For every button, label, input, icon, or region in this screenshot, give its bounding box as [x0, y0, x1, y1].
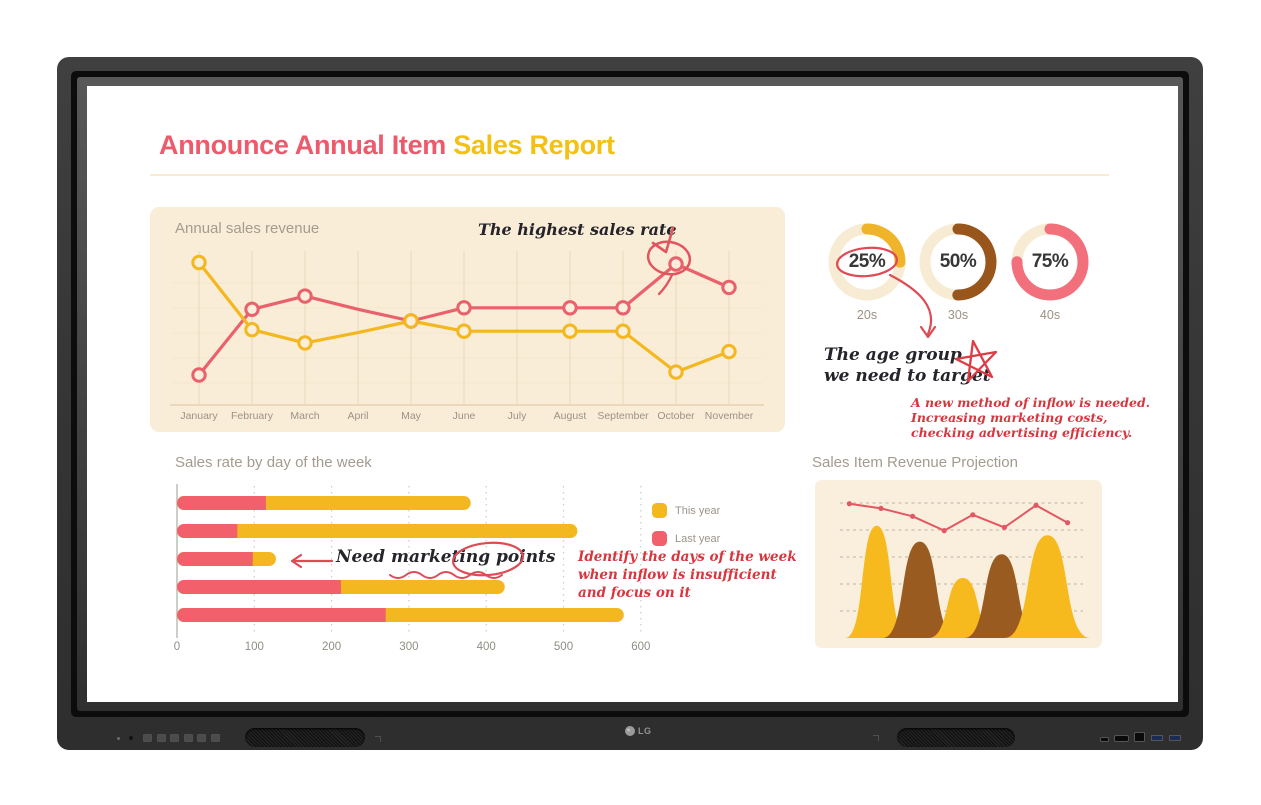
line-chart: January February March April May June July Augu… [170, 251, 764, 422]
area-chart-panel [815, 480, 1102, 648]
identify-note-line2: when inflow is insufficient [578, 567, 777, 583]
bar-chart-legend: This year Last year [652, 503, 720, 559]
highest-sales-annotation: The highest sales rate [478, 220, 677, 239]
donut-chart-30s: 50% 30s [916, 220, 1000, 330]
inflow-note-line2: Increasing marketing costs, [911, 410, 1108, 425]
area-chart-title: Sales Item Revenue Projection [812, 454, 1018, 471]
screen: Announce Annual Item Sales Report Annual… [87, 86, 1178, 702]
identify-note-line1: Identify the days of the week [578, 549, 797, 565]
last-year-swatch [652, 531, 667, 546]
donut-percent-label: 25% [848, 251, 886, 272]
svg-text:0: 0 [174, 641, 180, 653]
this-year-label: This year [675, 504, 721, 517]
donut-chart-20s: 25% 20s [825, 220, 909, 330]
usb-port-icon-1 [1151, 735, 1163, 741]
age-group-line1: The age group [824, 345, 962, 365]
title-divider [150, 174, 1109, 176]
svg-text:April: April [347, 410, 368, 422]
bezel-button-5[interactable] [197, 734, 206, 742]
lg-logo: LG [625, 726, 652, 736]
donut-ring-20s [828, 223, 906, 301]
svg-text:400: 400 [477, 641, 496, 653]
bezel-button-2[interactable] [157, 734, 166, 742]
bezel-button-4[interactable] [184, 734, 193, 742]
line-chart-title: Annual sales revenue [175, 220, 320, 237]
svg-text:August: August [554, 410, 587, 422]
hdmi-port-icon [1114, 735, 1129, 742]
age-group-line2: we need to target [824, 366, 991, 386]
donut-age-label: 20s [856, 308, 878, 322]
inflow-note-line1: A new method of inflow is needed. [911, 395, 1151, 410]
identify-note-line3: and focus on it [578, 585, 691, 601]
speaker-grille-left [245, 728, 365, 747]
marketing-annotation: Need marketing points [336, 547, 556, 567]
svg-text:February: February [231, 410, 274, 422]
lg-logo-text: LG [638, 726, 652, 736]
sensor-dot-icon [129, 736, 133, 740]
donut-chart-40s: 75% 40s [1008, 220, 1092, 330]
age-group-annotation: The age group we need to target [824, 345, 991, 387]
svg-text:600: 600 [631, 641, 650, 653]
area-chart [840, 501, 1091, 638]
svg-text:200: 200 [322, 641, 341, 653]
legend-item-this-year: This year [652, 503, 720, 518]
svg-text:July: July [508, 410, 527, 422]
alignment-mark-left [375, 736, 381, 742]
this-year-swatch [652, 503, 667, 518]
svg-text:March: March [290, 410, 319, 422]
svg-text:100: 100 [245, 641, 264, 653]
identify-note: Identify the days of the week when inflo… [578, 548, 797, 602]
legend-item-last-year: Last year [652, 531, 720, 546]
monitor-frame: Announce Annual Item Sales Report Annual… [57, 57, 1203, 750]
usb-port-icon-2 [1169, 735, 1181, 741]
svg-text:October: October [657, 410, 695, 422]
line-chart-panel: Annual sales revenue January February Marc… [150, 207, 785, 432]
svg-text:May: May [401, 410, 422, 422]
touch-usb-port-icon [1134, 732, 1145, 742]
page-title: Announce Annual Item Sales Report [159, 130, 615, 161]
service-port-icon [1100, 737, 1109, 742]
lg-logo-icon [625, 726, 635, 736]
bar-chart: 0 100 200 300 400 500 600 [174, 484, 650, 653]
inflow-note-line3: checking advertising efficiency. [911, 425, 1133, 440]
donut-ring-40s [1011, 223, 1089, 301]
svg-text:January: January [180, 410, 218, 422]
svg-text:September: September [597, 410, 649, 422]
svg-text:November: November [705, 410, 754, 422]
power-led [117, 737, 120, 740]
donut-percent-label: 75% [1031, 251, 1069, 272]
svg-text:June: June [453, 410, 476, 422]
donut-percent-label: 50% [939, 251, 977, 272]
page-title-red: Announce Annual Item [159, 130, 454, 160]
bar-chart-title: Sales rate by day of the week [175, 454, 372, 471]
page-title-yellow: Sales Report [453, 130, 615, 160]
inflow-note: A new method of inflow is needed. Increa… [911, 395, 1150, 440]
bezel-button-3[interactable] [170, 734, 179, 742]
alignment-mark-right [873, 735, 879, 741]
svg-text:500: 500 [554, 641, 573, 653]
speaker-grille-right [897, 728, 1015, 747]
donut-age-label: 30s [947, 308, 969, 322]
bezel-button-1[interactable] [143, 734, 152, 742]
donut-ring-30s [919, 223, 997, 301]
last-year-label: Last year [675, 532, 721, 545]
bezel-button-6[interactable] [211, 734, 220, 742]
donut-age-label: 40s [1039, 308, 1061, 322]
svg-text:300: 300 [399, 641, 418, 653]
